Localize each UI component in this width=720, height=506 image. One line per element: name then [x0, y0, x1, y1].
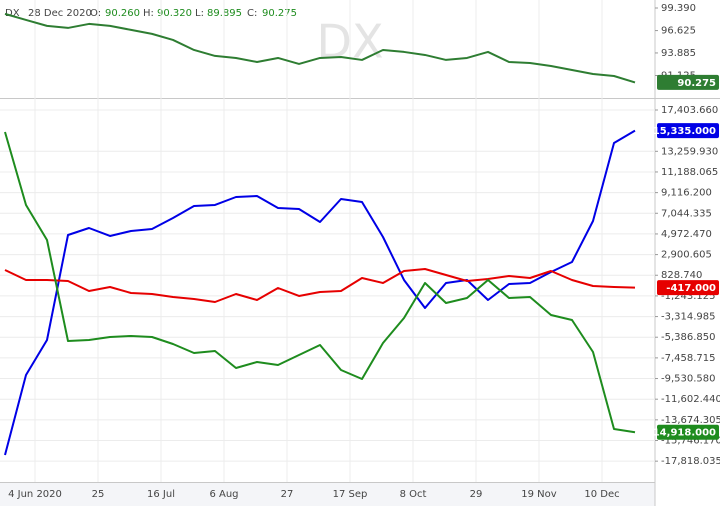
y-tick-label: -7,458.715 — [661, 353, 716, 364]
price-badge-label: -417.000 — [666, 283, 716, 294]
field-key: L: — [195, 8, 204, 19]
y-tick-label: 9,116.200 — [661, 188, 712, 199]
x-tick-label: 8 Oct — [400, 489, 427, 500]
date: 28 Dec 2020 — [28, 8, 92, 19]
y-tick-label: 96.625 — [661, 26, 696, 37]
x-tick-label: 27 — [281, 489, 294, 500]
price-badge — [657, 74, 719, 90]
plot — [4, 12, 636, 456]
y-tick-label: -3,314.985 — [661, 312, 716, 323]
axis-labels: 99.39096.62593.88591.12517,403.66013,259… — [8, 3, 720, 500]
y-tick-label: -15,746.170 — [661, 436, 720, 447]
x-tick-label: 17 Sep — [333, 489, 368, 500]
price-badge-label: 90.275 — [677, 78, 716, 89]
x-tick-label: 16 Jul — [147, 489, 175, 500]
price-badge — [657, 280, 719, 296]
badges: 90.275 15,335.000 -417.000 -14,918.000 — [649, 74, 719, 440]
y-tick-label: -13,674.305 — [661, 415, 720, 426]
y-tick-label: 17,403.660 — [661, 105, 718, 116]
x-axis-strip — [0, 482, 655, 506]
x-tick-label: 25 — [92, 489, 105, 500]
x-tick-label: 19 Nov — [521, 489, 557, 500]
y-tick-label: 11,188.065 — [661, 167, 718, 178]
x-tick-label: 4 Jun 2020 — [8, 489, 62, 500]
y-tick-label: -1,243.125 — [661, 291, 716, 302]
y-tick-label: 828.740 — [661, 270, 702, 281]
series-line — [4, 267, 636, 303]
header: DX 28 Dec 2020 O: 90.260 H: 90.320 L: 89… — [5, 8, 297, 19]
series-line — [4, 131, 636, 434]
y-tick-label: 7,044.335 — [661, 208, 712, 219]
x-tick-label: 10 Dec — [584, 489, 619, 500]
x-tick-label: 29 — [470, 489, 483, 500]
y-tick-label: 2,900.605 — [661, 250, 712, 261]
field-key: H: — [143, 8, 154, 19]
field-value: 90.320 — [157, 8, 192, 19]
y-tick-label: -5,386.850 — [661, 332, 716, 343]
field-value: 90.260 — [105, 8, 140, 19]
grid — [0, 0, 655, 482]
y-tick-label: 93.885 — [661, 48, 696, 59]
symbol: DX — [5, 8, 20, 19]
y-tick-label: -17,818.035 — [661, 456, 720, 467]
field-key: O: — [90, 8, 101, 19]
series-line — [4, 12, 636, 84]
price-badge-label: -14,918.000 — [649, 428, 716, 439]
y-tick-label: -9,530.580 — [661, 374, 716, 385]
y-tick-label: 99.390 — [661, 3, 696, 14]
field-value: 90.275 — [262, 8, 297, 19]
y-tick-label: -11,602.440 — [661, 394, 720, 405]
price-badge — [657, 424, 719, 440]
series-line — [4, 129, 636, 456]
y-tick-label: 4,972.470 — [661, 229, 712, 240]
y-tick-label: 13,259.930 — [661, 146, 718, 157]
field-key: C: — [247, 8, 257, 19]
price-badge — [657, 123, 719, 139]
price-badge-label: 15,335.000 — [653, 126, 716, 137]
x-tick-label: 6 Aug — [209, 489, 238, 500]
